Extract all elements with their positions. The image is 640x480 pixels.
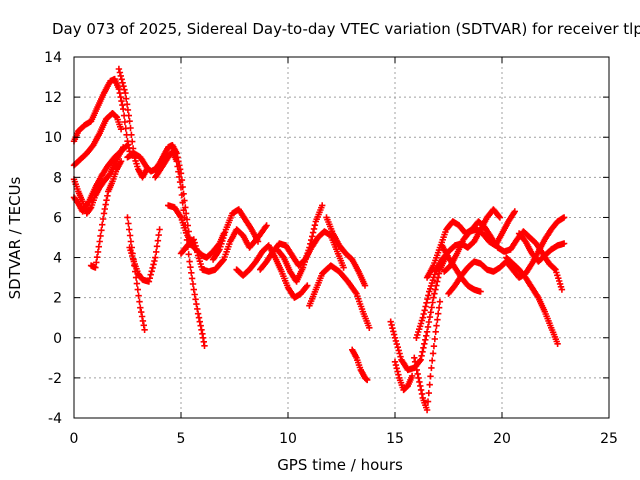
- data-series-arc-27: [438, 242, 484, 295]
- data-point-markers: [411, 298, 444, 414]
- data-series-arc-28: [503, 254, 561, 347]
- x-tick-label: 20: [493, 431, 511, 447]
- data-point-markers: [209, 206, 262, 263]
- data-point-markers: [391, 358, 416, 394]
- data-series-arc-6: [87, 158, 125, 271]
- data-series-arc-14: [233, 242, 311, 301]
- y-tick-label: 10: [44, 130, 62, 146]
- y-tick-label: 12: [44, 90, 62, 106]
- data-series-arc-9: [124, 142, 193, 241]
- data-series-arc-18: [323, 214, 369, 289]
- plot-grid: [74, 57, 609, 418]
- y-tick-label: 4: [53, 251, 62, 267]
- data-series-arc-8: [126, 226, 163, 285]
- data-point-markers: [126, 226, 163, 285]
- data-point-markers: [438, 242, 484, 295]
- data-point-markers: [124, 142, 193, 241]
- data-point-markers: [387, 252, 450, 374]
- x-tick-label: 10: [279, 431, 297, 447]
- plot-frame: [73, 56, 610, 419]
- data-series-arc-22: [411, 298, 444, 414]
- data-point-markers: [87, 158, 125, 271]
- data-point-markers: [233, 242, 311, 301]
- x-tick-label: 25: [600, 431, 618, 447]
- data-point-markers: [515, 230, 568, 265]
- y-tick-label: 14: [44, 50, 62, 66]
- data-series-arc-29: [515, 230, 568, 265]
- data-point-markers: [152, 148, 208, 349]
- axis-ticks: 0 5 10 15 20 25 -4 -2 0 2 4 6 8 10 12 14: [44, 50, 618, 447]
- data-point-markers: [306, 262, 373, 331]
- data-point-markers: [349, 346, 371, 384]
- y-tick-label: -2: [48, 371, 62, 387]
- data-point-markers: [503, 254, 561, 347]
- x-tick-label: 15: [386, 431, 404, 447]
- data-series-arc-21: [391, 358, 416, 394]
- data-series-arc-20: [387, 252, 450, 374]
- data-series-arc-10: [152, 148, 208, 349]
- y-tick-label: 2: [53, 291, 62, 307]
- y-tick-label: 8: [53, 170, 62, 186]
- y-axis-label: SDTVAR / TECUs: [6, 176, 24, 299]
- x-axis-label: GPS time / hours: [277, 456, 403, 474]
- y-tick-label: 0: [53, 331, 62, 347]
- data-series-arc-19: [349, 346, 371, 384]
- data-series-arc-13: [209, 206, 262, 263]
- data-point-markers: [323, 214, 369, 289]
- y-tick-label: -4: [48, 411, 62, 427]
- y-tick-label: 6: [53, 210, 62, 226]
- data-series-arc-16: [274, 202, 326, 285]
- data-marks: [70, 65, 568, 414]
- data-point-markers: [115, 65, 150, 181]
- data-point-markers: [274, 202, 326, 285]
- data-series-arc-17: [306, 262, 373, 331]
- chart-title: Day 073 of 2025, Sidereal Day-to-day VTE…: [52, 20, 640, 38]
- x-tick-label: 0: [70, 431, 79, 447]
- x-tick-label: 5: [177, 431, 186, 447]
- data-series-arc-3: [115, 65, 150, 181]
